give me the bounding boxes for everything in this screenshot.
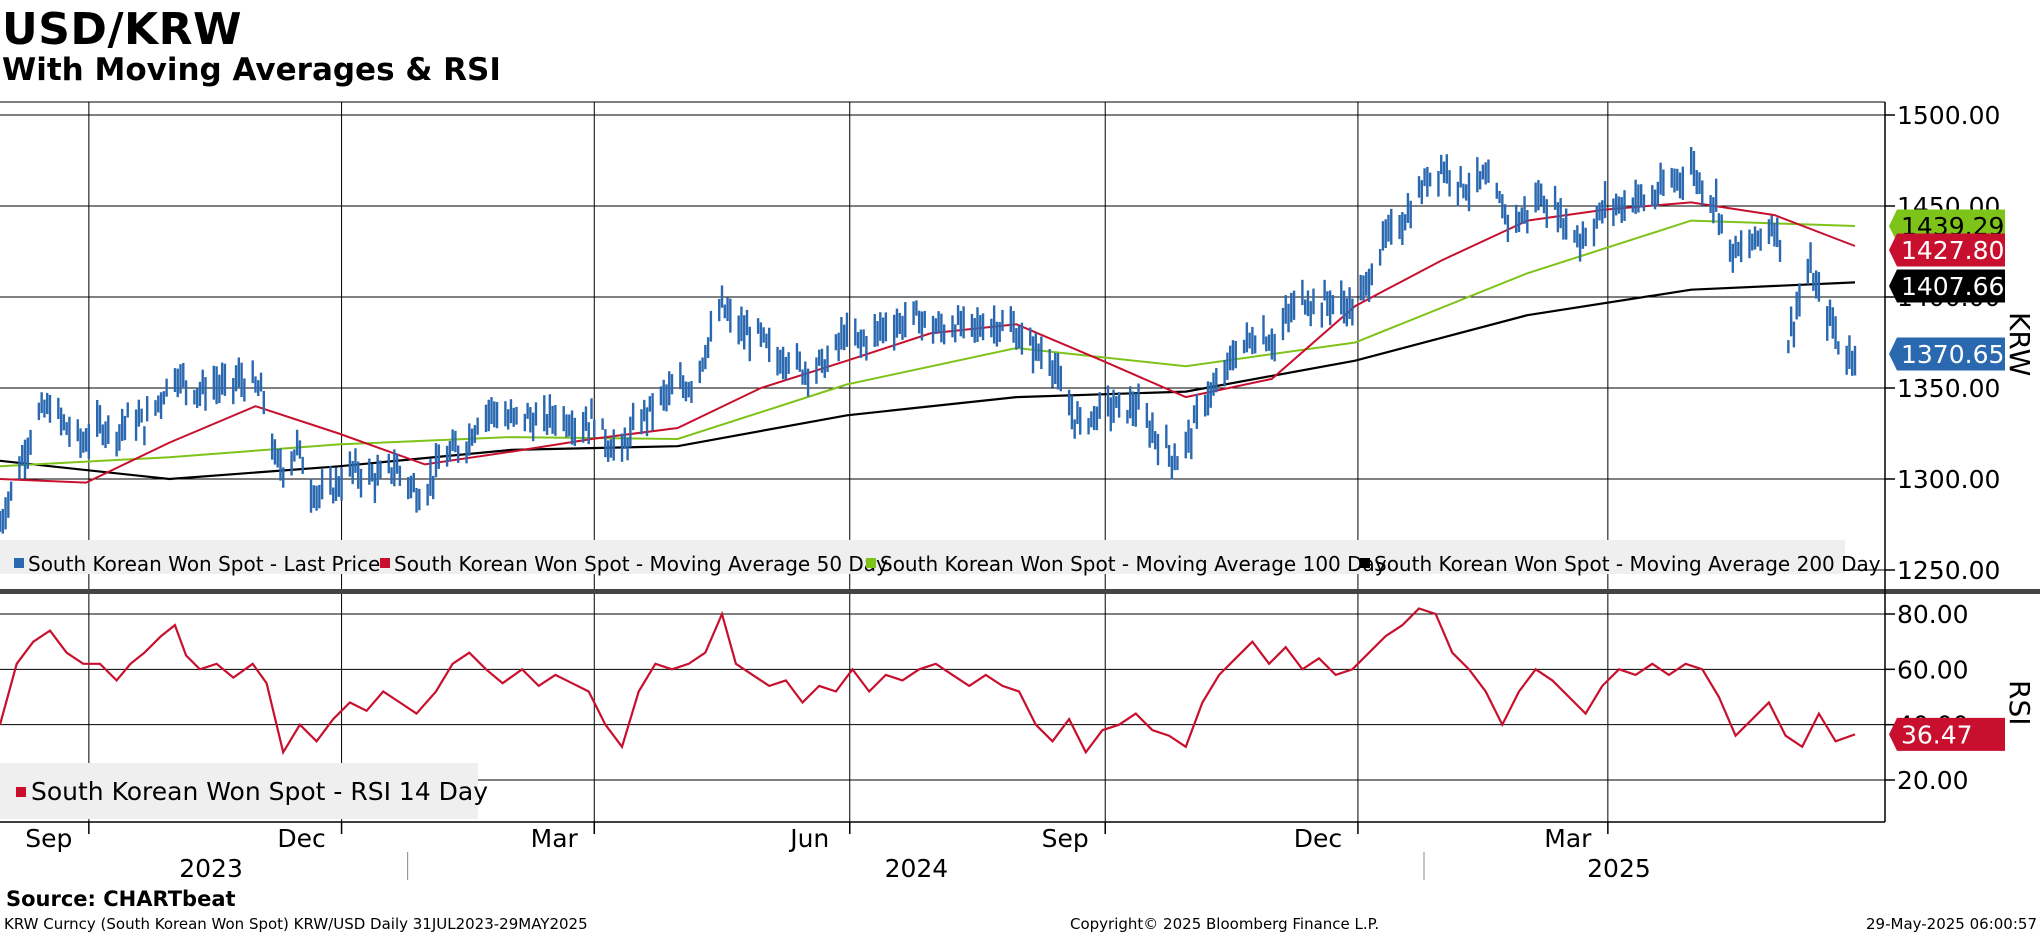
rsi-line <box>0 607 1856 756</box>
price-tick-label: 1250.00 <box>1897 556 2000 585</box>
ma50-value-label-bg <box>1889 233 2005 267</box>
price-tick-label: 1300.00 <box>1897 465 2000 494</box>
price-value-label-bg <box>1889 337 2005 371</box>
price-bars <box>0 147 1857 534</box>
x-month-label: Sep <box>1042 824 1089 853</box>
x-month-label: Mar <box>531 824 579 853</box>
legend-swatch <box>16 787 26 797</box>
x-month-label: Mar <box>1544 824 1592 853</box>
legend-swatch <box>380 558 390 568</box>
footer-right: 29-May-2025 06:00:57 <box>1866 915 2037 933</box>
legend-swatch <box>14 558 24 568</box>
ma200-value-label: 1407.66 <box>1901 272 2004 301</box>
legend-label: South Korean Won Spot - Last Price <box>28 552 380 576</box>
footer-center: Copyright© 2025 Bloomberg Finance L.P. <box>1070 915 1380 933</box>
rsi-value-label-bg <box>1889 717 2005 751</box>
axes: 1250.001300.001350.001400.001450.001500.… <box>25 101 2036 883</box>
x-month-label: Dec <box>1294 824 1342 853</box>
x-year-label: 2023 <box>179 854 243 883</box>
rsi-tick-label: 60.00 <box>1897 655 1969 684</box>
ma200-value-label-bg <box>1889 269 2005 303</box>
price-value-label: 1370.65 <box>1901 340 2004 369</box>
rsi-legend-box <box>0 763 478 819</box>
x-month-label: Dec <box>277 824 325 853</box>
price-tick-label: 1350.00 <box>1897 374 2000 403</box>
rsi-line-group <box>0 607 1856 756</box>
legend-label: South Korean Won Spot - Moving Average 1… <box>880 552 1387 576</box>
chart-subtitle: With Moving Averages & RSI <box>2 52 501 88</box>
x-month-label: Sep <box>25 824 72 853</box>
ma100-line <box>0 219 1856 468</box>
rsi-value-label: 36.47 <box>1901 720 1973 749</box>
price-tick-label: 1500.00 <box>1897 101 2000 130</box>
x-year-label: 2024 <box>885 854 949 883</box>
chart-title: USD/KRW <box>2 4 243 55</box>
x-year-label: 2025 <box>1587 854 1651 883</box>
ma50-value-label: 1427.80 <box>1901 236 2004 265</box>
legend-swatch <box>1360 558 1370 568</box>
legend-label: South Korean Won Spot - RSI 14 Day <box>31 777 488 806</box>
legend-label: South Korean Won Spot - Moving Average 5… <box>394 552 888 576</box>
panel-separator <box>0 589 2040 594</box>
rsi-tick-label: 80.00 <box>1897 600 1969 629</box>
ma50-line <box>0 201 1856 484</box>
source-note: Source: CHARTbeat <box>6 887 236 911</box>
price-axis-title: KRW <box>2003 312 2036 376</box>
rsi-tick-label: 20.00 <box>1897 766 1969 795</box>
moving-average-lines <box>0 201 1856 484</box>
legend-label: South Korean Won Spot - Moving Average 2… <box>1374 552 1881 576</box>
ma200-line <box>0 281 1856 481</box>
rsi-axis-title: RSI <box>2003 680 2036 726</box>
x-month-label: Jun <box>788 824 829 853</box>
legend-swatch <box>866 558 876 568</box>
price-legend-box <box>0 540 1845 574</box>
footer-left: KRW Curncy (South Korean Won Spot) KRW/U… <box>4 915 588 933</box>
legend: South Korean Won Spot - Last Price South … <box>0 540 1881 819</box>
gridlines <box>0 101 2040 823</box>
